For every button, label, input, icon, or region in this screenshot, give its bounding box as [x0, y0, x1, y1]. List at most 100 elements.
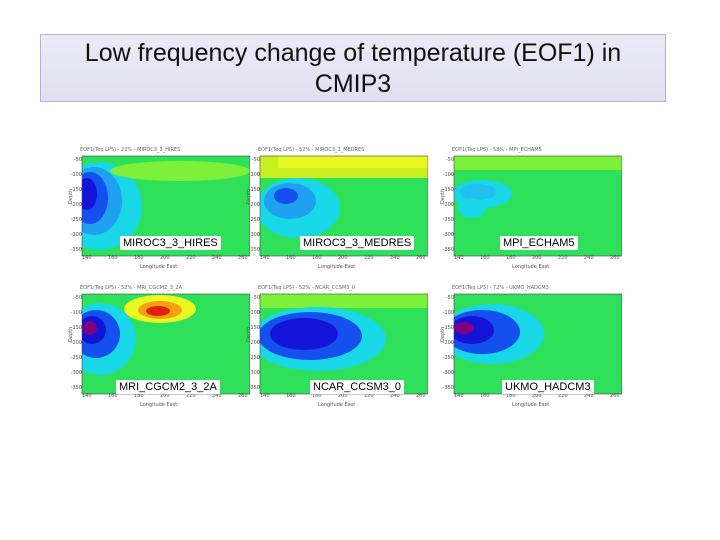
y-tick-label: -100 — [442, 172, 454, 178]
panel-header: EOF1(Teq LP5) - 52% - MIROC3_3_MEDRES — [258, 147, 365, 153]
x-axis-label: Longitude East — [318, 264, 356, 270]
eof-panel: EOF1(Teq LP5) - 52% - MRI_CGCM2_3_2A -50 -… — [60, 284, 250, 408]
x-tick-label: 160 — [480, 393, 490, 399]
x-axis-label: Longitude East — [140, 264, 178, 270]
y-tick-label: -350 — [442, 385, 454, 391]
y-tick-label: -350 — [248, 385, 260, 391]
eof-panel: EOF1(Teq LP5) - 58% - MPI_ECHAM5 -50 -100 -… — [432, 146, 622, 270]
x-tick-label: 140 — [260, 393, 270, 399]
y-axis-label: Depth — [246, 188, 252, 204]
eof-panel: EOF1(Teq LP5) - 52% - MIROC3_3_MEDRES -50… — [238, 146, 428, 270]
y-tick-label: -300 — [248, 232, 260, 238]
y-tick-label: -350 — [70, 247, 82, 253]
eof-panel: EOF1(Teq LP5) - 22% - MIROC3_3_HIRES -50-… — [60, 146, 250, 270]
contour-plot — [81, 293, 250, 395]
model-name-label: MIROC3_3_MEDRES — [300, 236, 415, 250]
y-tick-label: -50 — [251, 295, 260, 301]
x-tick-label: 220 — [186, 393, 196, 399]
y-tick-label: -200 — [442, 202, 454, 208]
y-tick-label: -150 — [70, 325, 82, 331]
y-tick-label: -150 — [248, 187, 260, 193]
y-axis-label: Depth — [246, 326, 252, 342]
y-tick-label: -250 — [442, 217, 454, 223]
x-tick-label: 220 — [364, 255, 374, 261]
y-tick-label: -50 — [445, 295, 454, 301]
x-tick-label: 200 — [160, 393, 170, 399]
y-tick-label: -100 — [70, 172, 82, 178]
y-tick-labels: -50 -100 -150 -200 -250 -300 -350 — [66, 296, 82, 392]
x-tick-labels: 140 160 180 200 220 240 260 — [82, 394, 250, 400]
contour-plot — [81, 155, 250, 257]
x-tick-label: 240 — [212, 255, 222, 261]
x-tick-label: 220 — [558, 255, 568, 261]
x-tick-label: 160 — [480, 255, 490, 261]
x-axis-label: Longitude East — [512, 402, 550, 408]
x-tick-label: 240 — [390, 393, 400, 399]
x-tick-labels: 140 160 180 200 220 240 260 — [260, 394, 428, 400]
x-tick-labels: 140 160 180 200 220 240 260 — [454, 394, 622, 400]
title-line-1: Low frequency change of temperature (EOF… — [84, 39, 622, 67]
x-tick-label: 220 — [186, 255, 196, 261]
x-tick-labels: 140 160 180 200 220 240 260 — [82, 256, 250, 262]
x-tick-label: 180 — [134, 255, 144, 261]
y-tick-label: -100 — [70, 310, 82, 316]
x-axis-label: Longitude East — [140, 402, 178, 408]
y-tick-label: -200 — [442, 340, 454, 346]
model-name-label: NCAR_CCSM3_0 — [310, 380, 405, 394]
slide-title: Low frequency change of temperature (EOF… — [40, 34, 666, 102]
y-tick-labels: -50 -100 -150 -200 -250 -300 -350 — [244, 296, 260, 392]
x-tick-label: 160 — [108, 255, 118, 261]
y-axis-label: Depth — [68, 188, 74, 204]
y-tick-label: -50 — [251, 157, 260, 163]
x-axis-label: Longitude East — [318, 402, 356, 408]
y-tick-label: -150 — [248, 325, 260, 331]
x-tick-label: 140 — [82, 255, 92, 261]
x-tick-labels: 140 160 180 200 220 240 260 — [260, 256, 428, 262]
y-tick-label: -200 — [70, 340, 82, 346]
y-axis-label: Depth — [440, 188, 446, 204]
x-tick-label: 240 — [584, 255, 594, 261]
y-tick-label: -50 — [73, 295, 82, 301]
eof-panel: EOF1(Teq LP5) - 72% - UKMO_HADCM3 -50 -100… — [432, 284, 622, 408]
x-tick-label: 260 — [238, 255, 248, 261]
y-tick-label: -300 — [442, 232, 454, 238]
x-axis-label: Longitude East — [512, 264, 550, 270]
contour-plot — [259, 155, 428, 257]
y-tick-labels: -50 -100 -150 -200 -250 -300 -350 — [438, 158, 454, 254]
x-tick-label: 180 — [312, 255, 322, 261]
y-tick-label: -300 — [70, 370, 82, 376]
x-tick-label: 160 — [286, 255, 296, 261]
model-name-label: MIROC3_3_HIRES — [120, 236, 221, 250]
y-tick-label: -250 — [248, 217, 260, 223]
x-tick-label: 140 — [82, 393, 92, 399]
x-tick-label: 260 — [610, 255, 620, 261]
y-tick-label: -300 — [70, 232, 82, 238]
title-line-2: CMIP3 — [314, 70, 392, 98]
y-tick-label: -100 — [442, 310, 454, 316]
y-tick-label: -150 — [442, 325, 454, 331]
x-tick-label: 260 — [416, 255, 426, 261]
y-tick-labels: -50 -100 -150 -200 -250 -300 -350 — [438, 296, 454, 392]
panel-header: EOF1(Teq LP5) - 52% - NCAR_CCSM3_0 — [258, 285, 356, 291]
y-tick-label: -250 — [442, 355, 454, 361]
x-tick-label: 200 — [338, 255, 348, 261]
panel-header: EOF1(Teq LP5) - 58% - MPI_ECHAM5 — [452, 147, 542, 153]
panel-header: EOF1(Teq LP5) - 52% - MRI_CGCM2_3_2A — [80, 285, 183, 291]
y-tick-label: -350 — [248, 247, 260, 253]
y-tick-label: -50 — [445, 157, 454, 163]
model-name-label: MPI_ECHAM5 — [500, 236, 578, 250]
panel-header: EOF1(Teq LP5) - 72% - UKMO_HADCM3 — [452, 285, 549, 291]
x-tick-label: 220 — [558, 393, 568, 399]
x-tick-label: 260 — [416, 393, 426, 399]
contour-plot — [453, 293, 622, 395]
x-tick-label: 200 — [160, 255, 170, 261]
x-tick-label: 140 — [454, 393, 464, 399]
x-tick-label: 240 — [212, 393, 222, 399]
y-tick-label: -100 — [248, 172, 260, 178]
contour-plot — [453, 155, 622, 257]
y-tick-label: -300 — [248, 370, 260, 376]
x-tick-label: 180 — [312, 393, 322, 399]
x-tick-labels: 140 160 180 200 220 240 260 — [454, 256, 622, 262]
x-tick-label: 240 — [584, 393, 594, 399]
y-tick-label: -200 — [70, 202, 82, 208]
